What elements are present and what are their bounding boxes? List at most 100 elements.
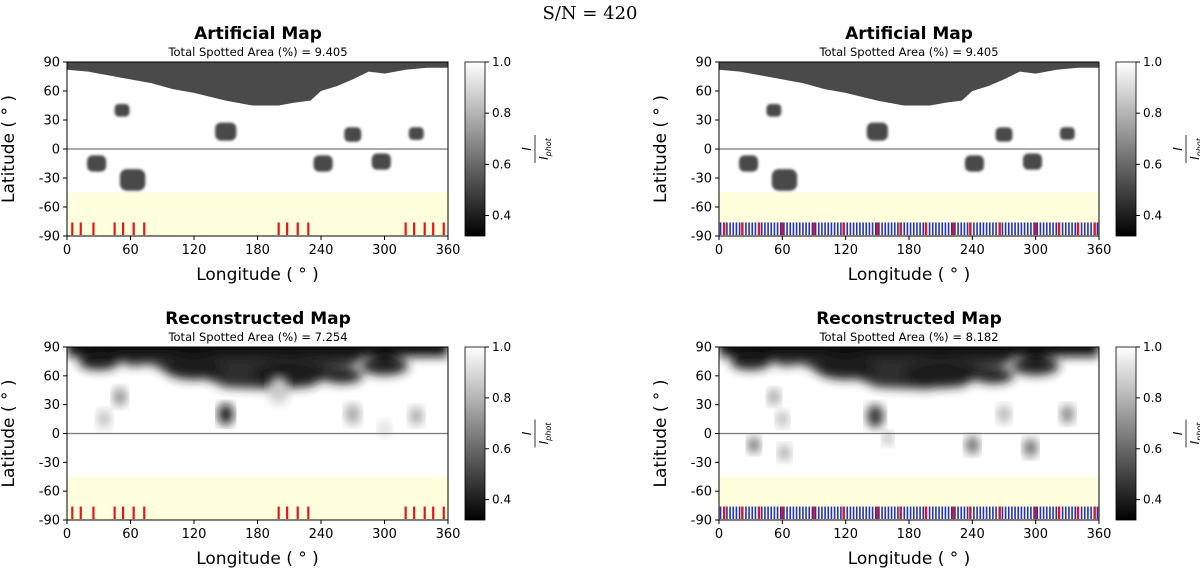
y-tick-label: -60 <box>691 201 712 216</box>
y-tick-label: -60 <box>691 485 712 500</box>
spot <box>97 409 111 429</box>
y-tick-label: 0 <box>704 427 712 442</box>
x-tick-label: 0 <box>63 527 71 542</box>
spot <box>408 127 424 140</box>
spot <box>965 435 980 455</box>
y-tick-label: -30 <box>691 172 712 187</box>
y-tick-label: 60 <box>695 85 712 100</box>
map-title: Artificial Map <box>845 24 973 44</box>
colorbar <box>1115 61 1137 237</box>
colorbar-tick-label: 0.4 <box>1143 493 1162 507</box>
y-tick-label: 90 <box>695 341 712 356</box>
y-tick-label: 90 <box>695 56 712 71</box>
x-tick-label: 240 <box>309 527 334 542</box>
colorbar-tick-label: 1.0 <box>492 55 511 69</box>
polar-cap <box>719 62 1099 106</box>
spot <box>378 420 391 437</box>
colorbar-label-numerator: I <box>1171 147 1185 151</box>
y-tick-label: -30 <box>691 456 712 471</box>
x-tick-label: 60 <box>122 243 139 258</box>
colorbar-label-denominator: Iphot <box>537 137 553 160</box>
y-tick-label: -30 <box>39 456 60 471</box>
y-tick-label: 90 <box>43 56 60 71</box>
polar-cap-blob <box>163 356 225 380</box>
plot-area <box>719 62 1099 236</box>
y-tick-label: -90 <box>39 230 60 245</box>
x-tick-label: 60 <box>122 527 139 542</box>
colorbar-label-numerator: I <box>1171 431 1185 435</box>
colorbar <box>1115 346 1137 521</box>
colorbar-tick-label: 0.8 <box>1143 106 1162 120</box>
y-tick-label: 60 <box>43 85 60 100</box>
x-tick-label: 360 <box>436 243 461 258</box>
polar-cap-core <box>719 347 1099 357</box>
spot <box>114 104 130 117</box>
y-tick-label: 30 <box>695 114 712 129</box>
colorbar-tick-label: 1.0 <box>1143 340 1162 354</box>
y-tick-label: -90 <box>691 230 712 245</box>
map-subtitle: Total Spotted Area (%) = 8.182 <box>818 330 998 344</box>
spot <box>866 122 888 141</box>
x-tick-label: 120 <box>182 527 207 542</box>
polar-cap-blob <box>360 357 409 376</box>
y-tick-label: 30 <box>695 398 712 413</box>
map-subtitle: Total Spotted Area (%) = 7.254 <box>167 330 347 344</box>
colorbar-label-denominator: Iphot <box>1188 422 1200 445</box>
x-tick-label: 360 <box>436 527 461 542</box>
spot <box>113 387 127 407</box>
polar-cap <box>719 347 1099 390</box>
y-tick-label: 90 <box>43 341 60 356</box>
plot-area <box>67 347 448 520</box>
spot <box>345 403 361 425</box>
y-tick-label: 0 <box>52 427 60 442</box>
x-tick-label: 0 <box>63 243 71 258</box>
colorbar-label-numerator: I <box>520 431 534 435</box>
y-axis-label: Latitude ( ° ) <box>0 95 19 203</box>
spot <box>882 431 893 446</box>
colorbar-tick-label: 0.6 <box>492 157 511 171</box>
spot <box>371 153 391 170</box>
spot <box>1023 153 1042 170</box>
plot-area <box>719 347 1099 520</box>
x-axis-label: Longitude ( ° ) <box>848 549 971 569</box>
x-tick-label: 180 <box>897 527 922 542</box>
invisible-latitude-band <box>67 192 448 236</box>
polar-cap-blob <box>730 354 771 370</box>
colorbar-tick-label: 0.8 <box>492 106 511 120</box>
colorbar <box>464 346 486 521</box>
x-tick-label: 120 <box>833 527 858 542</box>
y-tick-label: 30 <box>43 398 60 413</box>
x-tick-label: 0 <box>715 243 723 258</box>
colorbar-tick-label: 0.8 <box>1143 391 1162 405</box>
spot <box>268 376 289 405</box>
map-title: Artificial Map <box>194 24 322 44</box>
invisible-latitude-band <box>719 192 1099 236</box>
spot <box>218 403 234 425</box>
y-tick-label: -60 <box>39 201 60 216</box>
invisible-latitude-band <box>67 476 448 520</box>
y-tick-label: -30 <box>39 172 60 187</box>
colorbar-tick-label: 0.6 <box>1143 442 1162 456</box>
polar-cap-blob <box>1012 357 1060 376</box>
colorbar <box>464 61 486 237</box>
spot <box>739 155 759 172</box>
polar-cap-blob <box>903 359 978 388</box>
x-axis-label: Longitude ( ° ) <box>196 549 319 569</box>
map-title: Reconstructed Map <box>165 309 351 329</box>
colorbar-tick-label: 0.4 <box>1143 209 1162 223</box>
polar-cap-blob <box>815 356 877 380</box>
x-tick-label: 300 <box>1023 243 1048 258</box>
y-tick-label: 0 <box>52 143 60 158</box>
x-tick-label: 240 <box>960 243 985 258</box>
x-tick-label: 300 <box>372 527 397 542</box>
x-tick-label: 120 <box>182 243 207 258</box>
spot <box>766 104 782 117</box>
x-tick-label: 0 <box>715 527 723 542</box>
map-subtitle: Total Spotted Area (%) = 9.405 <box>818 45 998 59</box>
colorbar-tick-label: 1.0 <box>1143 55 1162 69</box>
